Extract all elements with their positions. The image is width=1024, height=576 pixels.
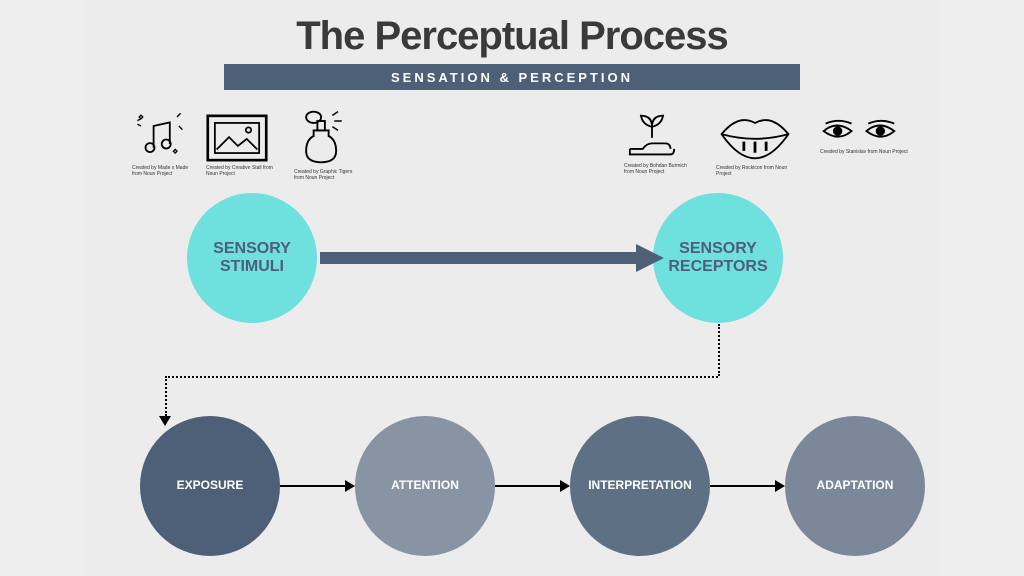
dotted-connector xyxy=(165,376,167,416)
icon-credit: Created by Made x Made from Noun Project xyxy=(132,166,196,177)
node-sensory-stimuli: SENSORY STIMULI xyxy=(187,193,317,323)
node-sensory-receptors: SENSORY RECEPTORS xyxy=(653,193,783,323)
arrow-right-icon xyxy=(775,480,785,492)
diagram-canvas: The Perceptual Process SENSATION & PERCEP… xyxy=(0,0,1024,576)
subtitle-bar: SENSATION & PERCEPTION xyxy=(224,64,800,90)
icon-credit: Created by Bohdan Burmich from Noun Proj… xyxy=(624,164,690,175)
music-icon xyxy=(132,108,186,162)
eyes-icon xyxy=(820,118,898,146)
dotted-connector xyxy=(718,324,720,376)
arrow-process-step xyxy=(280,485,345,487)
arrow-right-icon xyxy=(560,480,570,492)
lips-icon xyxy=(716,110,794,162)
node-attention: ATTENTION xyxy=(355,416,495,556)
node-adaptation: ADAPTATION xyxy=(785,416,925,556)
icon-credit: Created by Rockicon from Noun Project xyxy=(716,166,804,177)
node-interpretation: INTERPRETATION xyxy=(570,416,710,556)
hand-plant-icon xyxy=(624,112,680,160)
dotted-connector xyxy=(165,376,718,378)
arrow-process-step xyxy=(495,485,560,487)
arrow-down-icon xyxy=(159,416,171,426)
perfume-icon xyxy=(294,106,352,166)
icon-credit: Created by Creative Stall from Noun Proj… xyxy=(206,166,278,177)
page-title: The Perceptual Process xyxy=(0,14,1024,59)
node-exposure: EXPOSURE xyxy=(140,416,280,556)
icon-credit: Created by Stanislav from Noun Project xyxy=(820,150,908,156)
picture-icon xyxy=(206,114,268,162)
arrow-right-icon xyxy=(345,480,355,492)
icon-credit: Created by Graphic Tigers from Noun Proj… xyxy=(294,170,362,181)
arrow-head-icon xyxy=(636,244,664,272)
arrow-process-step xyxy=(710,485,775,487)
arrow-stimuli-to-receptors xyxy=(320,252,636,264)
